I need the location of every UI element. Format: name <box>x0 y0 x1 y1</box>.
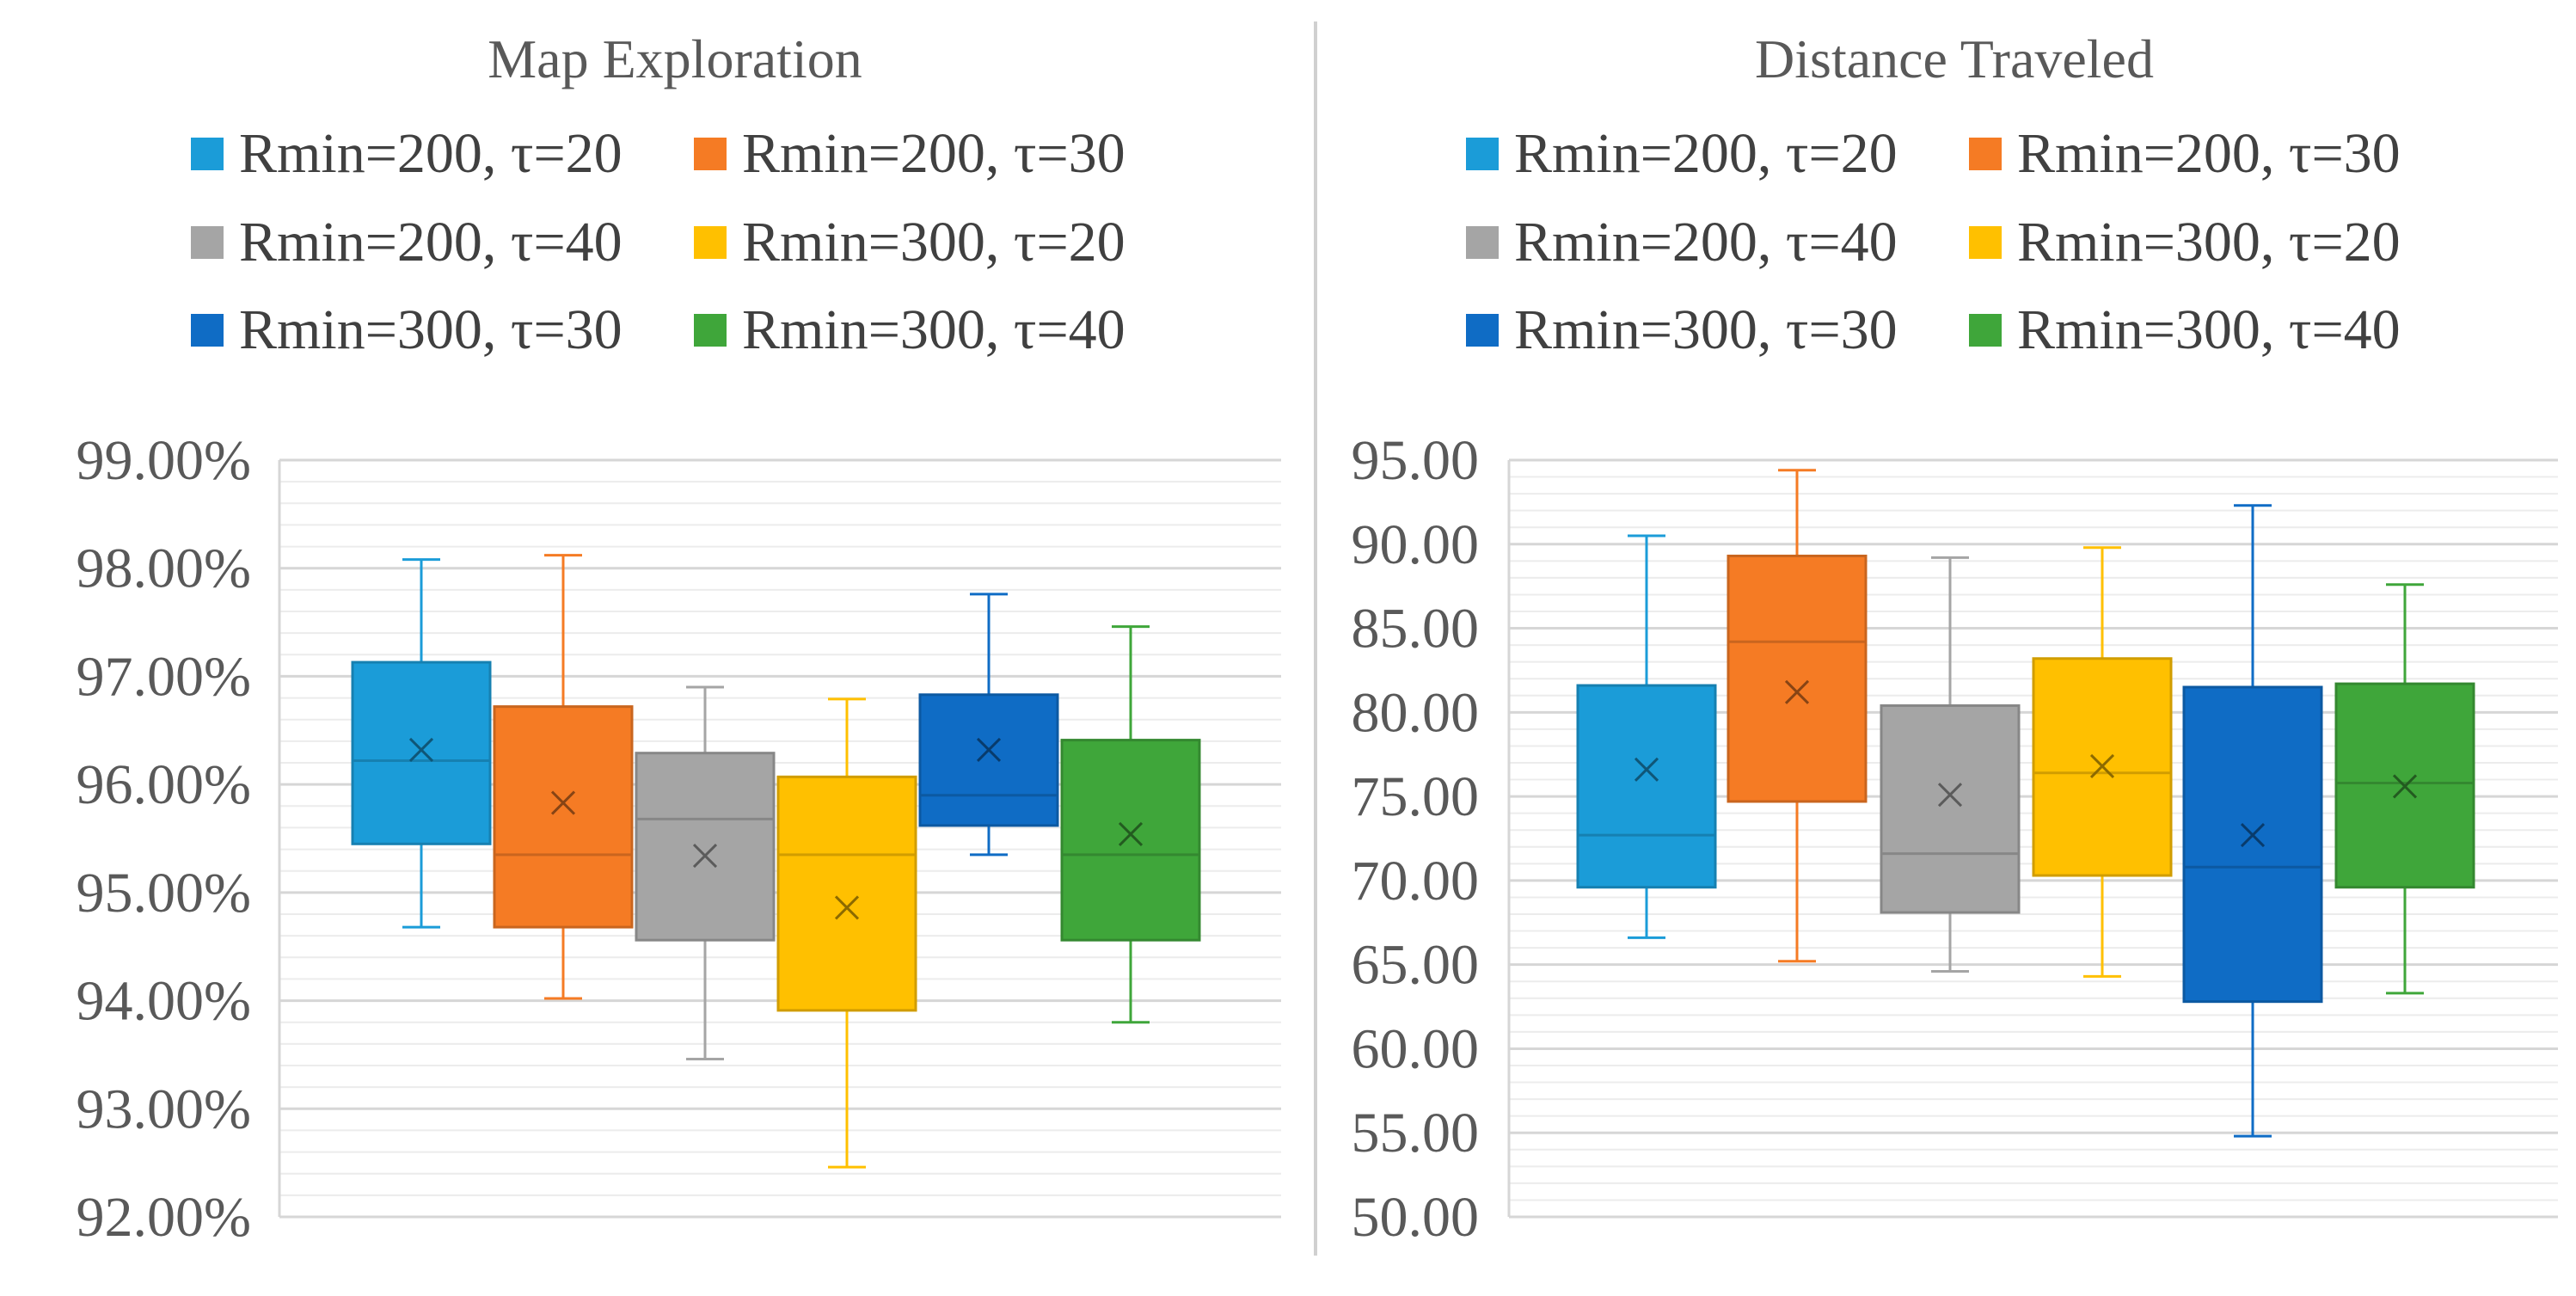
legend-swatch <box>191 226 224 259</box>
legend-label: Rmin=300, τ=40 <box>2017 298 2401 361</box>
y-tick-label: 97.00% <box>77 645 251 708</box>
iqr-box <box>351 660 492 845</box>
box-3 <box>635 685 776 1060</box>
y-tick-label: 99.00% <box>77 429 251 492</box>
iqr-box <box>1880 704 2021 914</box>
y-tick-label: 75.00 <box>1352 765 1480 828</box>
box-2 <box>493 554 634 1000</box>
box-3 <box>1880 556 2021 973</box>
y-tick-label: 92.00% <box>77 1186 251 1249</box>
y-tick-label: 94.00% <box>77 970 251 1033</box>
mean-marker <box>1784 679 1810 704</box>
legend-label: Rmin=300, τ=30 <box>1514 298 1898 361</box>
iqr-box <box>2182 685 2323 1004</box>
legend-swatch <box>694 138 727 170</box>
y-tick-label: 95.00 <box>1352 429 1480 492</box>
legend-label: Rmin=200, τ=30 <box>742 122 1125 185</box>
legend: Rmin=200, τ=20 Rmin=200, τ=30 Rmin=200, τ=… <box>191 122 1125 361</box>
iqr-box <box>635 752 776 942</box>
y-tick-label: 93.00% <box>77 1078 251 1140</box>
mean-marker <box>834 895 860 920</box>
legend-item: Rmin=200, τ=40 <box>1466 211 1898 273</box>
legend-label: Rmin=300, τ=20 <box>2017 211 2401 273</box>
box-6 <box>2334 583 2475 995</box>
y-tick-label: 70.00 <box>1352 850 1480 912</box>
box-1 <box>351 558 492 929</box>
chart-title: Map Exploration <box>488 28 862 89</box>
iqr-box <box>918 693 1059 827</box>
mean-marker <box>550 790 576 815</box>
legend-swatch <box>191 138 224 170</box>
legend-swatch <box>694 314 727 347</box>
box-5 <box>918 593 1059 857</box>
legend-item: Rmin=200, τ=20 <box>1466 122 1898 185</box>
plot-area: 99.00% 98.00% 97.00% 96.00% 95.00% 94.00% 93.0… <box>77 429 1281 1249</box>
y-tick-label: 90.00 <box>1352 513 1480 576</box>
legend-swatch <box>1466 138 1499 170</box>
legend-item: Rmin=200, τ=40 <box>191 211 623 273</box>
legend-swatch <box>694 226 727 259</box>
mean-marker <box>408 737 434 762</box>
legend-swatch <box>1969 226 2002 259</box>
legend-item: Rmin=300, τ=40 <box>694 298 1125 361</box>
box-6 <box>1060 625 1201 1024</box>
legend-label: Rmin=200, τ=30 <box>2017 122 2401 185</box>
iqr-box <box>1576 684 1717 889</box>
legend-label: Rmin=200, τ=40 <box>1514 211 1898 273</box>
y-tick-label: 98.00% <box>77 537 251 600</box>
legend-label: Rmin=300, τ=40 <box>742 298 1125 361</box>
mean-marker <box>2240 823 2266 848</box>
legend-label: Rmin=300, τ=20 <box>742 211 1125 273</box>
iqr-box <box>493 705 634 929</box>
legend-item: Rmin=200, τ=20 <box>191 122 623 185</box>
mean-marker <box>1937 783 1963 808</box>
legend-label: Rmin=300, τ=30 <box>239 298 623 361</box>
legend-item: Rmin=200, τ=30 <box>694 122 1125 185</box>
y-axis-ticks: 99.00% 98.00% 97.00% 96.00% 95.00% 94.00% 93.0… <box>77 429 251 1249</box>
y-tick-label: 95.00% <box>77 862 251 924</box>
y-tick-label: 60.00 <box>1352 1017 1480 1080</box>
iqr-box <box>1060 739 1201 942</box>
y-tick-label: 55.00 <box>1352 1102 1480 1164</box>
box-1 <box>1576 534 1717 939</box>
y-tick-label: 85.00 <box>1352 598 1480 660</box>
legend-item: Rmin=300, τ=20 <box>694 211 1125 273</box>
legend-item: Rmin=300, τ=30 <box>191 298 623 361</box>
box-2 <box>1727 469 1868 963</box>
mean-marker <box>1118 821 1144 847</box>
map-exploration-panel: Map Exploration Rmin=200, τ=20 Rmin=200, … <box>77 28 1281 1249</box>
legend-label: Rmin=200, τ=40 <box>239 211 623 273</box>
iqr-box <box>776 775 917 1012</box>
y-tick-label: 65.00 <box>1352 934 1480 997</box>
box-4 <box>776 697 917 1169</box>
y-tick-label: 50.00 <box>1352 1186 1480 1249</box>
box-5 <box>2182 504 2323 1138</box>
y-axis-ticks: 95.00 90.00 85.00 80.00 75.00 70.00 65.00 60.00… <box>1352 429 1480 1249</box>
mean-marker <box>2392 774 2418 799</box>
legend-swatch <box>191 314 224 347</box>
plot-area: 95.00 90.00 85.00 80.00 75.00 70.00 65.00 60.00… <box>1352 429 2558 1249</box>
legend-swatch <box>1969 138 2002 170</box>
y-tick-label: 80.00 <box>1352 681 1480 744</box>
legend-item: Rmin=300, τ=20 <box>1969 211 2401 273</box>
mean-marker <box>2089 753 2115 778</box>
chart-title: Distance Traveled <box>1755 28 2154 89</box>
legend-swatch <box>1466 314 1499 347</box>
mean-marker <box>976 737 1002 762</box>
legend-swatch <box>1466 226 1499 259</box>
legend-label: Rmin=200, τ=20 <box>239 122 623 185</box>
legend: Rmin=200, τ=20 Rmin=200, τ=30 Rmin=200, τ=… <box>1466 122 2401 361</box>
legend-item: Rmin=300, τ=40 <box>1969 298 2401 361</box>
legend-item: Rmin=200, τ=30 <box>1969 122 2401 185</box>
y-tick-label: 96.00% <box>77 753 251 816</box>
mean-marker <box>692 844 718 869</box>
legend-swatch <box>1969 314 2002 347</box>
distance-traveled-panel: Distance Traveled Rmin=200, τ=20 Rmin=200… <box>1352 28 2558 1249</box>
legend-label: Rmin=200, τ=20 <box>1514 122 1898 185</box>
legend-item: Rmin=300, τ=30 <box>1466 298 1898 361</box>
iqr-box <box>1727 554 1868 803</box>
mean-marker <box>1634 757 1659 782</box>
box-4 <box>2032 546 2173 978</box>
